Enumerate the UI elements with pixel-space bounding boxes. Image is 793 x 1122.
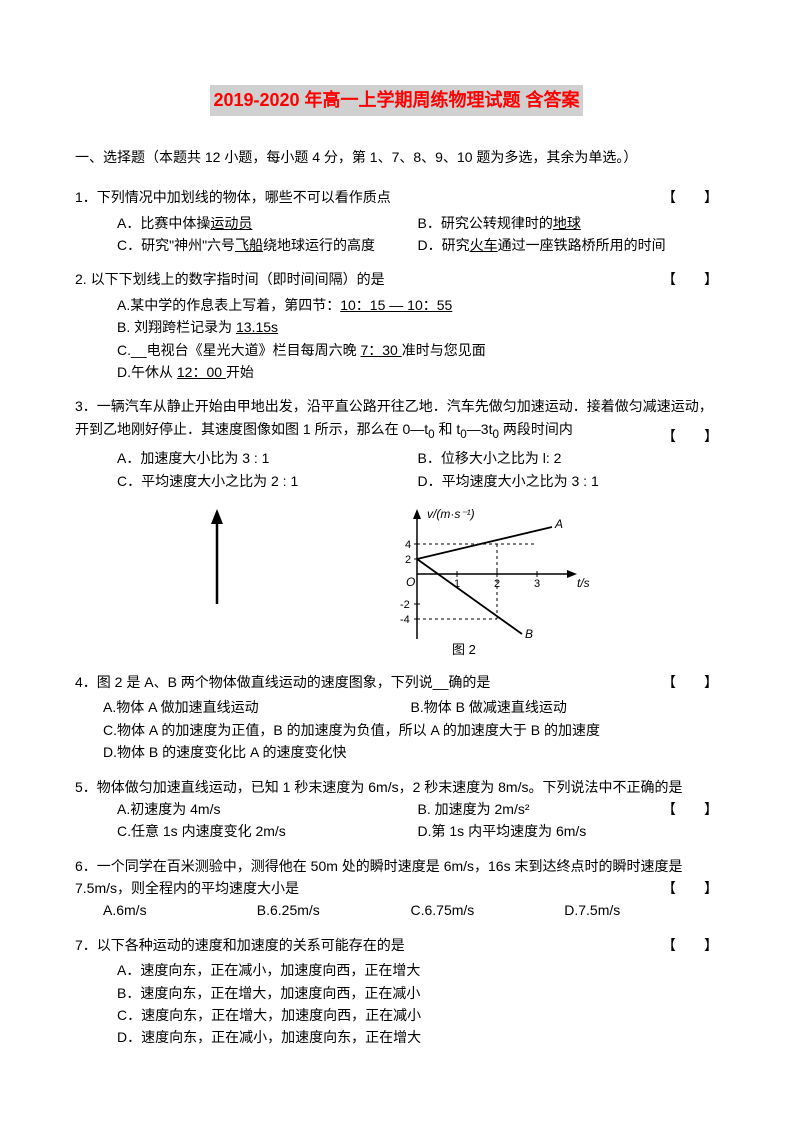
answer-bracket: 【 】 [662, 934, 718, 956]
q4-opt-a: A.物体 A 做加速直线运动 [103, 696, 411, 718]
answer-bracket: 【 】 [662, 798, 718, 820]
underline-text: 飞船 [235, 237, 263, 253]
q6-opt-a: A.6m/s [103, 899, 257, 921]
q3-opt-c: C．平均速度大小之比为 2 : 1 [117, 470, 418, 492]
question-2: 2. 以下下划线上的数字指时间（即时间间隔）的是 【 】 A.某中学的作息表上写… [75, 268, 718, 383]
q5-opt-d: D.第 1s 内平均速度为 6m/s [418, 820, 719, 842]
text: A.某中学的作息表上写着，第四节： [117, 297, 340, 313]
text: D.午休从 [117, 364, 177, 380]
answer-bracket: 【 】 [662, 186, 718, 208]
question-5: 5．物体做匀加速直线运动，已知 1 秒末速度为 6m/s，2 秒末速度为 8m/… [75, 776, 718, 843]
svg-text:O: O [406, 575, 415, 589]
text: 两段时间内 [499, 421, 573, 437]
underline-text: 7：30 [360, 342, 401, 358]
q7-opt-b: B．速度向东，正在增大，加速度向西，正在减小 [117, 982, 718, 1004]
q1-stem: 1．下列情况中加划线的物体，哪些不可以看作质点 [75, 186, 718, 208]
text: D．研究 [418, 237, 470, 253]
q7-opt-c: C．速度向东，正在增大，加速度向西，正在减小 [117, 1004, 718, 1026]
svg-text:图 2: 图 2 [452, 642, 476, 657]
q1-opt-d: D．研究火车通过一座铁路桥所用的时间 [418, 234, 719, 256]
svg-text:4: 4 [405, 539, 411, 551]
q6-opt-d: D.7.5m/s [564, 899, 718, 921]
text: A．比赛中体操 [117, 215, 210, 231]
q5-stem: 5．物体做匀加速直线运动，已知 1 秒末速度为 6m/s，2 秒末速度为 8m/… [75, 776, 718, 798]
underline-text: 10：15 — 10：55 [340, 297, 452, 313]
text: 3．一辆汽车从静止开始由甲地出发，沿平直公路开往乙地．汽车先做匀加速运动．接着做… [75, 398, 713, 436]
text: C.__电视台《星光大道》栏目每周六晚 [117, 342, 360, 358]
q4-stem: 4．图 2 是 A、B 两个物体做直线运动的速度图象，下列说__确的是 [75, 671, 718, 693]
underline-text: 12：00 [177, 364, 226, 380]
underline-text: 13.15s [236, 319, 278, 335]
q6-opt-c: C.6.75m/s [411, 899, 565, 921]
svg-text:B: B [525, 627, 533, 641]
text: 准时与您见面 [402, 342, 486, 358]
svg-text:2: 2 [405, 554, 411, 566]
question-4: 4．图 2 是 A、B 两个物体做直线运动的速度图象，下列说__确的是 【 】 … [75, 671, 718, 764]
svg-text:1: 1 [454, 578, 460, 590]
q2-opt-b: B. 刘翔跨栏记录为 13.15s [117, 316, 718, 338]
underline-text: 火车 [470, 237, 498, 253]
q3-options: A．加速度大小比为 3 : 1 B．位移大小之比为 l: 2 C．平均速度大小之… [75, 447, 718, 492]
velocity-time-graph-2: v/(m·s⁻¹) t/s 4 2 -2 -4 O 1 2 3 A B 图 2 [377, 504, 597, 659]
question-7: 7．以下各种运动的速度和加速度的关系可能存在的是 【 】 A．速度向东，正在减小… [75, 934, 718, 1049]
underline-text: 地球 [553, 215, 581, 231]
y-axis-label: v/(m·s⁻¹) [427, 507, 475, 521]
text: 开始 [226, 364, 254, 380]
text: B. 刘翔跨栏记录为 [117, 319, 236, 335]
answer-bracket: 【 】 [662, 671, 718, 693]
q3-stem: 3．一辆汽车从静止开始由甲地出发，沿平直公路开往乙地．汽车先做匀加速运动．接着做… [75, 395, 718, 444]
q6-stem: 6．一个同学在百米测验中，测得他在 50m 处的瞬时速度是 6m/s，16s 末… [75, 855, 718, 900]
svg-text:-2: -2 [400, 599, 410, 611]
svg-text:3: 3 [534, 578, 540, 590]
arrow-graph-1 [197, 504, 257, 614]
graphs-area: v/(m·s⁻¹) t/s 4 2 -2 -4 O 1 2 3 A B 图 2 [75, 504, 718, 659]
question-3: 3．一辆汽车从静止开始由甲地出发，沿平直公路开往乙地．汽车先做匀加速运动．接着做… [75, 395, 718, 492]
q1-opt-c: C．研究"神州"六号飞船绕地球运行的高度 [117, 234, 418, 256]
q4-opt-c: C.物体 A 的加速度为正值，B 的加速度为负值，所以 A 的加速度大于 B 的… [103, 719, 718, 741]
q5-opt-a: A.初速度为 4m/s [117, 798, 418, 820]
title-wrap: 2019-2020 年高一上学期周练物理试题 含答案 [75, 85, 718, 132]
q6-opt-b: B.6.25m/s [257, 899, 411, 921]
svg-text:2: 2 [494, 578, 500, 590]
text: 绕地球运行的高度 [263, 237, 375, 253]
q3-opt-b: B．位移大小之比为 l: 2 [418, 447, 719, 469]
q4-opt-b: B.物体 B 做减速直线运动 [411, 696, 719, 718]
q3-opt-d: D．平均速度大小之比为 3 : 1 [418, 470, 719, 492]
answer-bracket: 【 】 [662, 425, 718, 447]
q6-options: A.6m/s B.6.25m/s C.6.75m/s D.7.5m/s [75, 899, 718, 921]
q1-opt-a: A．比赛中体操运动员 [117, 212, 418, 234]
q3-opt-a: A．加速度大小比为 3 : 1 [117, 447, 418, 469]
q1-options: A．比赛中体操运动员 B．研究公转规律时的地球 C．研究"神州"六号飞船绕地球运… [75, 212, 718, 257]
text: 通过一座铁路桥所用的时间 [498, 237, 666, 253]
answer-bracket: 【 】 [662, 877, 718, 899]
text: —3t [467, 421, 493, 437]
q5-options: A.初速度为 4m/s B. 加速度为 2m/s² C.任意 1s 内速度变化 … [75, 798, 718, 843]
q2-stem: 2. 以下下划线上的数字指时间（即时间间隔）的是 [75, 268, 718, 290]
q4-opt-d: D.物体 B 的速度变化比 A 的速度变化快 [103, 741, 718, 763]
q2-opt-d: D.午休从 12：00 开始 [117, 361, 718, 383]
text: 和 t [435, 421, 461, 437]
svg-text:A: A [554, 517, 563, 531]
q5-opt-c: C.任意 1s 内速度变化 2m/s [117, 820, 418, 842]
answer-bracket: 【 】 [662, 268, 718, 290]
q2-opt-a: A.某中学的作息表上写着，第四节：10：15 — 10：55 [117, 294, 718, 316]
q7-opt-a: A．速度向东，正在减小，加速度向西，正在增大 [117, 959, 718, 981]
q7-stem: 7．以下各种运动的速度和加速度的关系可能存在的是 [75, 934, 718, 956]
question-1: 1．下列情况中加划线的物体，哪些不可以看作质点 【 】 A．比赛中体操运动员 B… [75, 186, 718, 256]
underline-text: 运动员 [210, 215, 252, 231]
q7-options: A．速度向东，正在减小，加速度向西，正在增大 B．速度向东，正在增大，加速度向西… [75, 959, 718, 1049]
q7-opt-d: D．速度向东，正在减小，加速度向东，正在增大 [117, 1026, 718, 1048]
q2-opt-c: C.__电视台《星光大道》栏目每周六晚 7：30 准时与您见面 [117, 339, 718, 361]
section-description: 一、选择题（本题共 12 小题，每小题 4 分，第 1、7、8、9、10 题为多… [75, 146, 718, 168]
x-axis-label: t/s [577, 576, 590, 590]
q4-options: A.物体 A 做加速直线运动 B.物体 B 做减速直线运动 C.物体 A 的加速… [75, 696, 718, 763]
q1-opt-b: B．研究公转规律时的地球 [418, 212, 719, 234]
text: B．研究公转规律时的 [418, 215, 553, 231]
question-6: 6．一个同学在百米测验中，测得他在 50m 处的瞬时速度是 6m/s，16s 末… [75, 855, 718, 922]
text: C．研究"神州"六号 [117, 237, 235, 253]
q2-options: A.某中学的作息表上写着，第四节：10：15 — 10：55 B. 刘翔跨栏记录… [75, 294, 718, 384]
svg-text:-4: -4 [400, 614, 410, 626]
page-title: 2019-2020 年高一上学期周练物理试题 含答案 [210, 85, 582, 116]
